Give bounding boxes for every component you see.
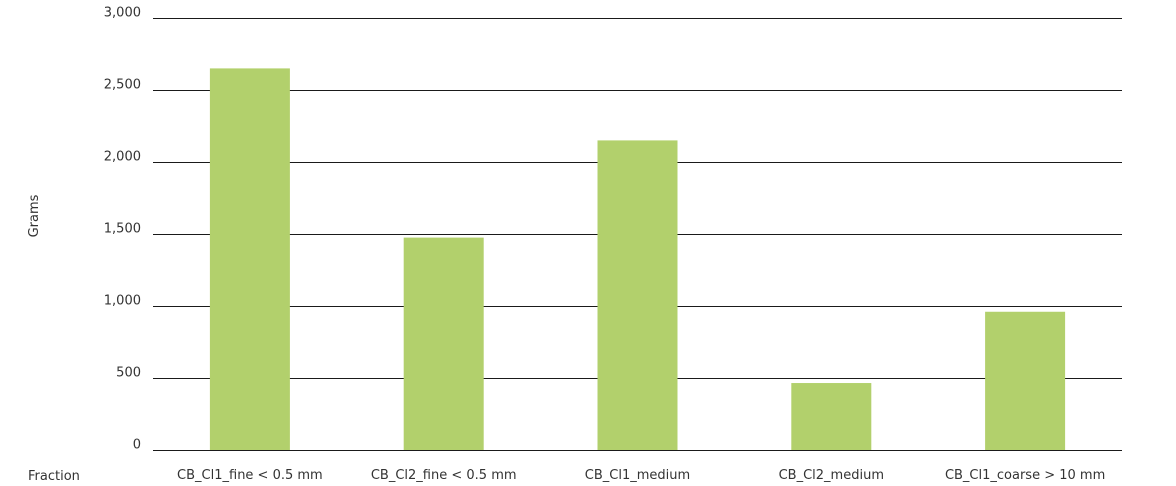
y-tick-label: 2,000 — [104, 150, 141, 165]
bar — [403, 237, 484, 450]
y-tick-label: 500 — [116, 366, 141, 381]
bar — [985, 311, 1066, 450]
bars — [209, 68, 1066, 451]
y-tick-label: 1,000 — [104, 294, 141, 309]
x-category-label: CB_Cl1_fine < 0.5 mm — [177, 468, 323, 483]
x-category-label: CB_Cl2_fine < 0.5 mm — [371, 468, 517, 483]
bar — [791, 383, 872, 450]
y-tick-label: 2,500 — [104, 78, 141, 93]
y-tick-labels: 0 500 1,000 1,500 2,000 2,500 3,000 — [104, 6, 141, 453]
x-axis-title: Fraction — [28, 469, 80, 484]
y-axis-title: Grams — [27, 194, 42, 237]
y-tick-label: 1,500 — [104, 222, 141, 237]
x-category-label: CB_Cl1_coarse > 10 mm — [945, 468, 1105, 483]
x-category-labels: CB_Cl1_fine < 0.5 mm CB_Cl2_fine < 0.5 mm… — [177, 468, 1105, 483]
bar — [597, 140, 678, 450]
y-tick-label: 0 — [133, 438, 141, 453]
x-category-label: CB_Cl2_medium — [779, 468, 884, 483]
y-tick-label: 3,000 — [104, 6, 141, 21]
bar — [209, 68, 290, 451]
x-category-label: CB_Cl1_medium — [585, 468, 690, 483]
